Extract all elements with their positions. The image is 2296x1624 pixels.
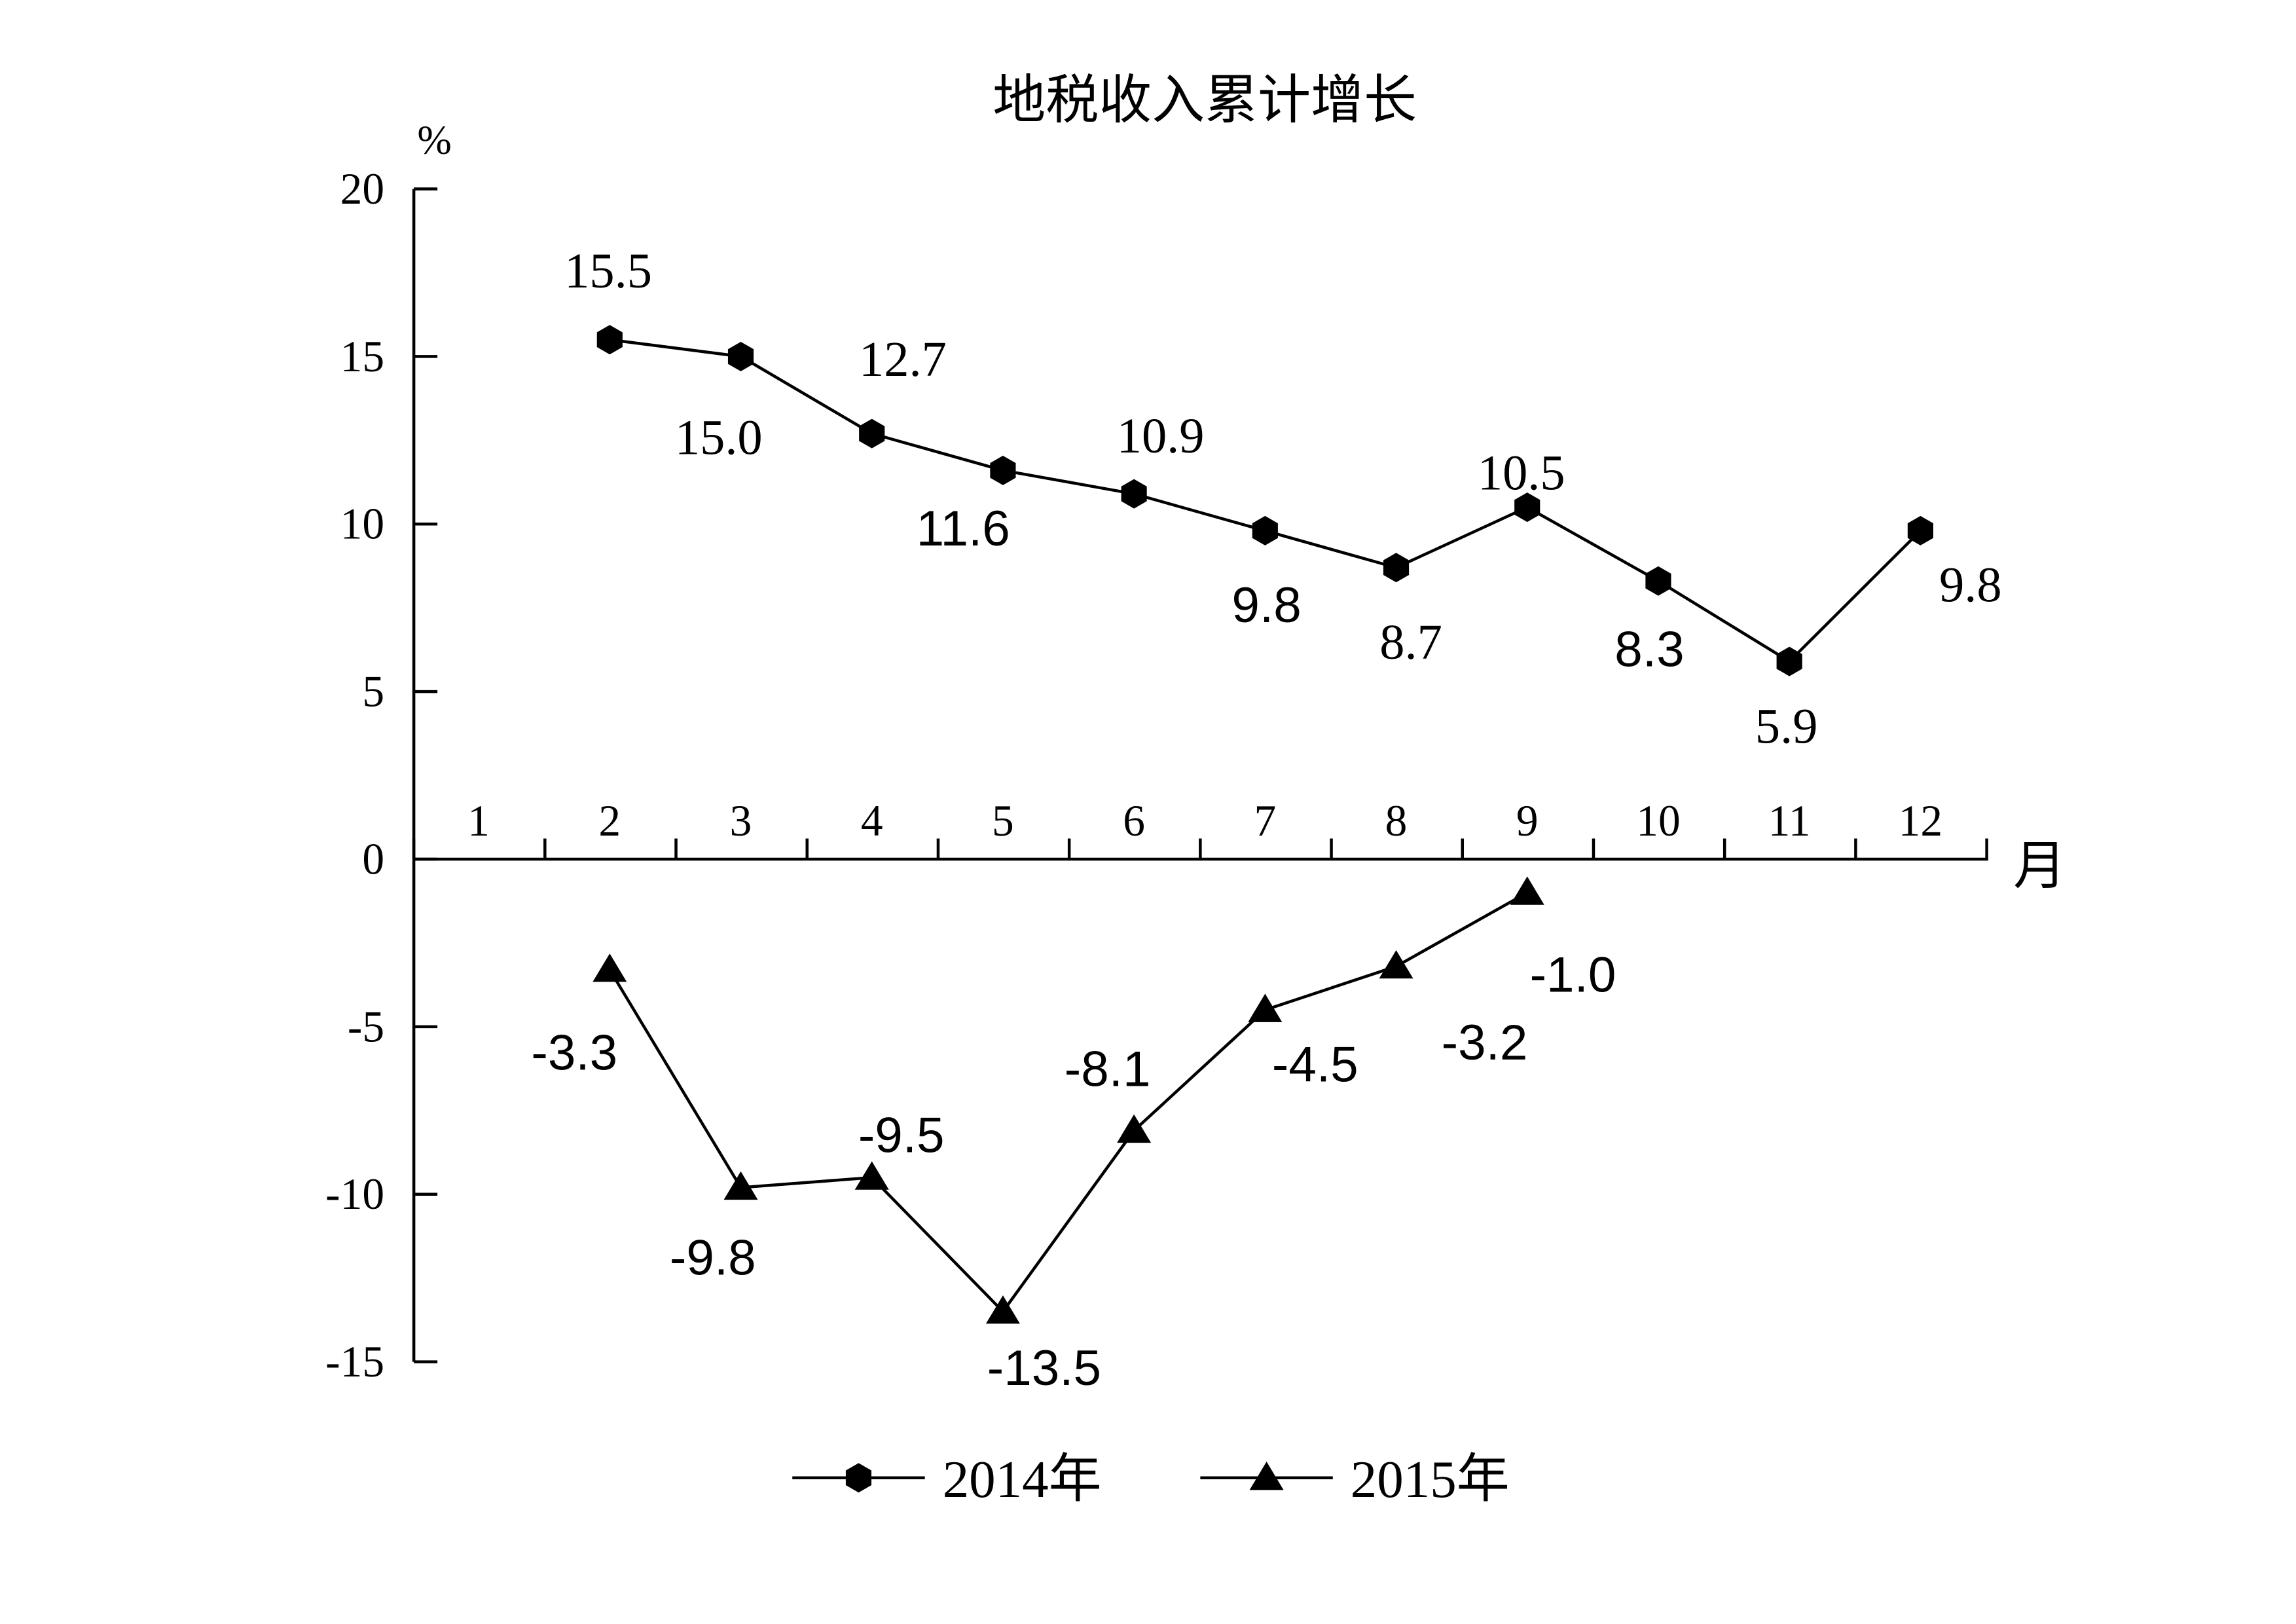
triangle-marker	[1379, 950, 1413, 979]
data-label: 15.5	[564, 243, 652, 299]
legend: 2014年 2015年	[792, 1450, 1510, 1509]
hexagon-marker	[1121, 479, 1147, 509]
x-axis-unit: 月	[2013, 837, 2066, 896]
data-label: -9.8	[670, 1230, 756, 1285]
y-tick-label: 5	[362, 667, 384, 716]
x-tick-label: 6	[1123, 796, 1145, 845]
data-label: -3.3	[531, 1025, 617, 1081]
hexagon-marker	[727, 341, 754, 371]
y-tick-label: 10	[340, 500, 384, 549]
y-tick-label: -5	[348, 1002, 384, 1051]
x-tick-label: 9	[1516, 796, 1539, 845]
data-label: 10.5	[1478, 445, 1565, 500]
x-tick-label: 8	[1385, 796, 1408, 845]
triangle-marker	[985, 1295, 1020, 1324]
hexagon-marker	[1645, 566, 1671, 596]
legend-label: 2015年	[1351, 1450, 1510, 1509]
hexagon-marker	[845, 1463, 872, 1493]
x-tick-label: 4	[861, 796, 883, 845]
hexagon-marker	[990, 455, 1016, 485]
data-label: 10.9	[1117, 408, 1205, 464]
series-2014年: 15.5 15.0 12.7 11.6 10.9 9.8 8.7 10.5 8.3 5.9 9.8	[564, 243, 2002, 754]
triangle-marker	[1249, 1462, 1284, 1490]
legend-item: 2014年	[792, 1450, 1102, 1509]
data-label: 8.7	[1379, 614, 1442, 670]
data-label: 12.7	[859, 331, 947, 387]
hexagon-marker	[596, 325, 623, 355]
data-label: 11.6	[917, 501, 1010, 557]
legend-label: 2014年	[943, 1450, 1102, 1509]
x-tick-label: 5	[992, 796, 1014, 845]
data-label: 15.0	[675, 409, 763, 465]
triangle-marker	[854, 1161, 889, 1190]
data-label: -4.5	[1272, 1037, 1358, 1093]
x-tick-label: 3	[730, 796, 752, 845]
series-group: 15.5 15.0 12.7 11.6 10.9 9.8 8.7 10.5 8.3 5.9 9.8 -…	[531, 243, 2001, 1396]
data-label: 8.3	[1614, 621, 1684, 677]
data-label: -13.5	[987, 1340, 1101, 1396]
x-tick-label: 11	[1768, 796, 1811, 845]
x-tick-label: 12	[1899, 796, 1942, 845]
hexagon-marker	[859, 418, 885, 449]
triangle-marker	[1248, 993, 1283, 1022]
x-tick-label: 7	[1254, 796, 1276, 845]
data-label: -9.5	[858, 1108, 945, 1164]
y-tick-label: -10	[325, 1170, 384, 1219]
triangle-marker	[1510, 876, 1544, 905]
y-tick-label: 0	[362, 834, 384, 883]
series-line	[608, 891, 1528, 1314]
hexagon-marker	[1907, 515, 1933, 545]
hexagon-marker	[1252, 515, 1278, 545]
x-tick-label: 1	[467, 796, 490, 845]
series-2015年: -3.3 -9.8 -9.5 -13.5 -8.1 -4.5 -3.2-1.0	[531, 876, 1616, 1396]
triangle-marker	[723, 1171, 758, 1200]
hexagon-marker	[1514, 492, 1540, 523]
y-tick-label: 15	[340, 332, 384, 381]
triangle-marker	[592, 953, 627, 982]
hexagon-marker	[1776, 646, 1802, 676]
y-tick-label: -15	[325, 1337, 384, 1386]
x-tick-label: 10	[1636, 796, 1680, 845]
x-tick-label: 2	[598, 796, 621, 845]
data-label: -1.0	[1530, 947, 1616, 1003]
chart-title: 地税收入累计增长	[993, 71, 1417, 130]
y-axis-unit: %	[417, 117, 451, 162]
data-label: 9.8	[1939, 557, 2002, 612]
hexagon-marker	[1383, 553, 1410, 583]
data-label: -8.1	[1065, 1041, 1151, 1097]
data-label: -3.2	[1442, 1015, 1528, 1071]
triangle-marker	[1117, 1114, 1152, 1143]
y-tick-label: 20	[340, 164, 384, 213]
data-label: 9.8	[1231, 578, 1301, 633]
legend-item: 2015年	[1200, 1450, 1510, 1509]
data-label: 5.9	[1755, 698, 1818, 754]
